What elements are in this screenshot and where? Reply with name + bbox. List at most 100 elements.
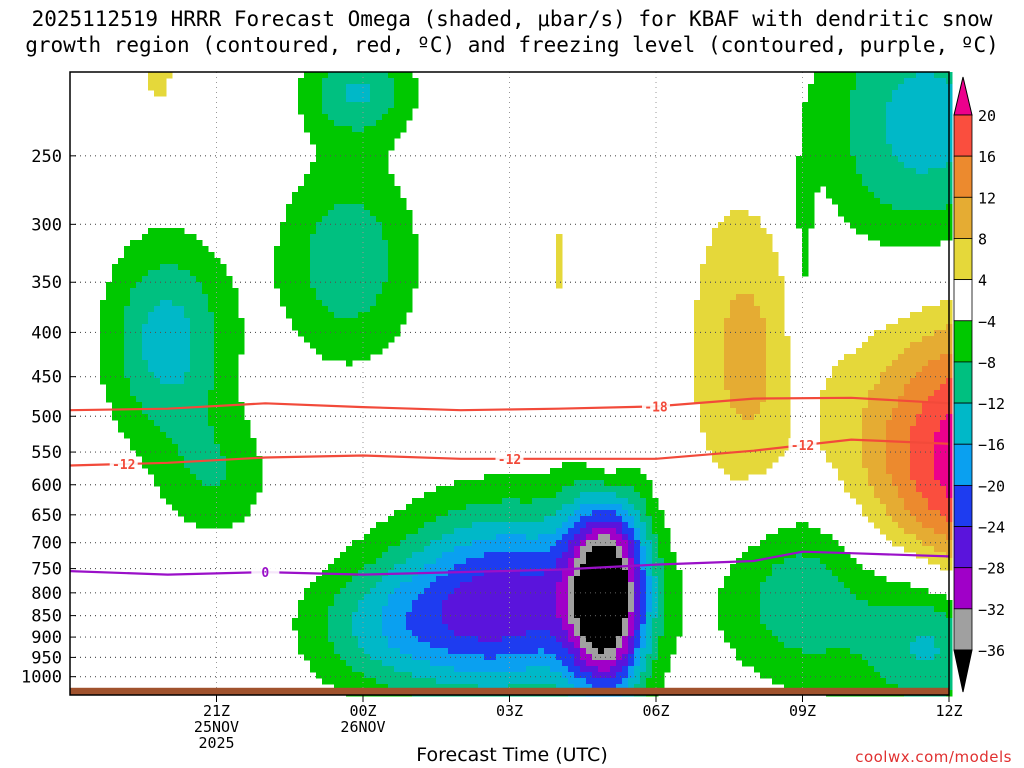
omega-cell (586, 552, 593, 559)
omega-cell (616, 612, 623, 619)
omega-cell (106, 360, 113, 367)
omega-cell (184, 306, 191, 313)
omega-cell (802, 228, 809, 235)
omega-cell (328, 270, 335, 277)
omega-cell (544, 666, 551, 673)
omega-cell (778, 612, 785, 619)
omega-cell (592, 576, 599, 583)
omega-cell (736, 444, 743, 451)
omega-cell (514, 522, 521, 529)
omega-cell (478, 648, 485, 655)
omega-cell (592, 594, 599, 601)
omega-cell (748, 354, 755, 361)
omega-cell (436, 672, 443, 679)
omega-cell (196, 396, 203, 403)
omega-cell (316, 150, 323, 157)
omega-cell (352, 606, 359, 613)
omega-cell (178, 246, 185, 253)
omega-cell (154, 228, 161, 235)
omega-cell (244, 444, 251, 451)
omega-cell (556, 246, 563, 253)
omega-cell (136, 354, 143, 361)
omega-cell (136, 426, 143, 433)
omega-cell (202, 456, 209, 463)
omega-cell (634, 480, 641, 487)
omega-cell (460, 588, 467, 595)
omega-cell (118, 318, 125, 325)
omega-cell (748, 612, 755, 619)
omega-cell (298, 186, 305, 193)
omega-cell (160, 486, 167, 493)
omega-cell (202, 396, 209, 403)
omega-cell (736, 408, 743, 415)
omega-cell (310, 222, 317, 229)
omega-cell (346, 630, 353, 637)
omega-cell (454, 486, 461, 493)
omega-cell (214, 468, 221, 475)
omega-cell (766, 600, 773, 607)
omega-cell (730, 390, 737, 397)
omega-cell (448, 486, 455, 493)
omega-cell (364, 672, 371, 679)
omega-cell (724, 618, 731, 625)
omega-cell (556, 540, 563, 547)
omega-cell (400, 546, 407, 553)
omega-cell (526, 474, 533, 481)
omega-cell (640, 540, 647, 547)
omega-cell (298, 318, 305, 325)
omega-cell (196, 348, 203, 355)
omega-cell (376, 240, 383, 247)
omega-cell (388, 186, 395, 193)
omega-cell (322, 300, 329, 307)
omega-cell (766, 306, 773, 313)
omega-cell (370, 222, 377, 229)
omega-cell (232, 408, 239, 415)
omega-cell (166, 258, 173, 265)
omega-cell (232, 450, 239, 457)
omega-cell (604, 576, 611, 583)
omega-cell (784, 570, 791, 577)
omega-cell (598, 672, 605, 679)
omega-cell (616, 678, 623, 685)
omega-cell (784, 642, 791, 649)
omega-cell (304, 306, 311, 313)
omega-cell (328, 576, 335, 583)
omega-cell (472, 516, 479, 523)
omega-cell (304, 648, 311, 655)
omega-cell (172, 420, 179, 427)
omega-cell (208, 294, 215, 301)
omega-cell (724, 438, 731, 445)
omega-cell (208, 474, 215, 481)
omega-cell (388, 330, 395, 337)
omega-cell (340, 660, 347, 667)
omega-cell (538, 528, 545, 535)
omega-cell (382, 624, 389, 631)
omega-cell (496, 522, 503, 529)
omega-cell (202, 492, 209, 499)
omega-cell (394, 546, 401, 553)
omega-cell (130, 330, 137, 337)
omega-cell (460, 576, 467, 583)
omega-cell (604, 588, 611, 595)
omega-cell (766, 576, 773, 583)
omega-cell (334, 186, 341, 193)
omega-cell (178, 252, 185, 259)
omega-cell (214, 264, 221, 271)
omega-cell (130, 264, 137, 271)
omega-cell (796, 660, 803, 667)
omega-cell (172, 228, 179, 235)
omega-cell (280, 258, 287, 265)
omega-cell (724, 216, 731, 223)
omega-cell (346, 318, 353, 325)
omega-cell (604, 672, 611, 679)
omega-cell (562, 480, 569, 487)
omega-cell (556, 270, 563, 277)
omega-cell (616, 666, 623, 673)
omega-cell (358, 588, 365, 595)
omega-cell (394, 72, 401, 79)
omega-cell (424, 564, 431, 571)
omega-cell (208, 516, 215, 523)
omega-cell (802, 126, 809, 133)
omega-cell (208, 408, 215, 415)
omega-cell (748, 276, 755, 283)
